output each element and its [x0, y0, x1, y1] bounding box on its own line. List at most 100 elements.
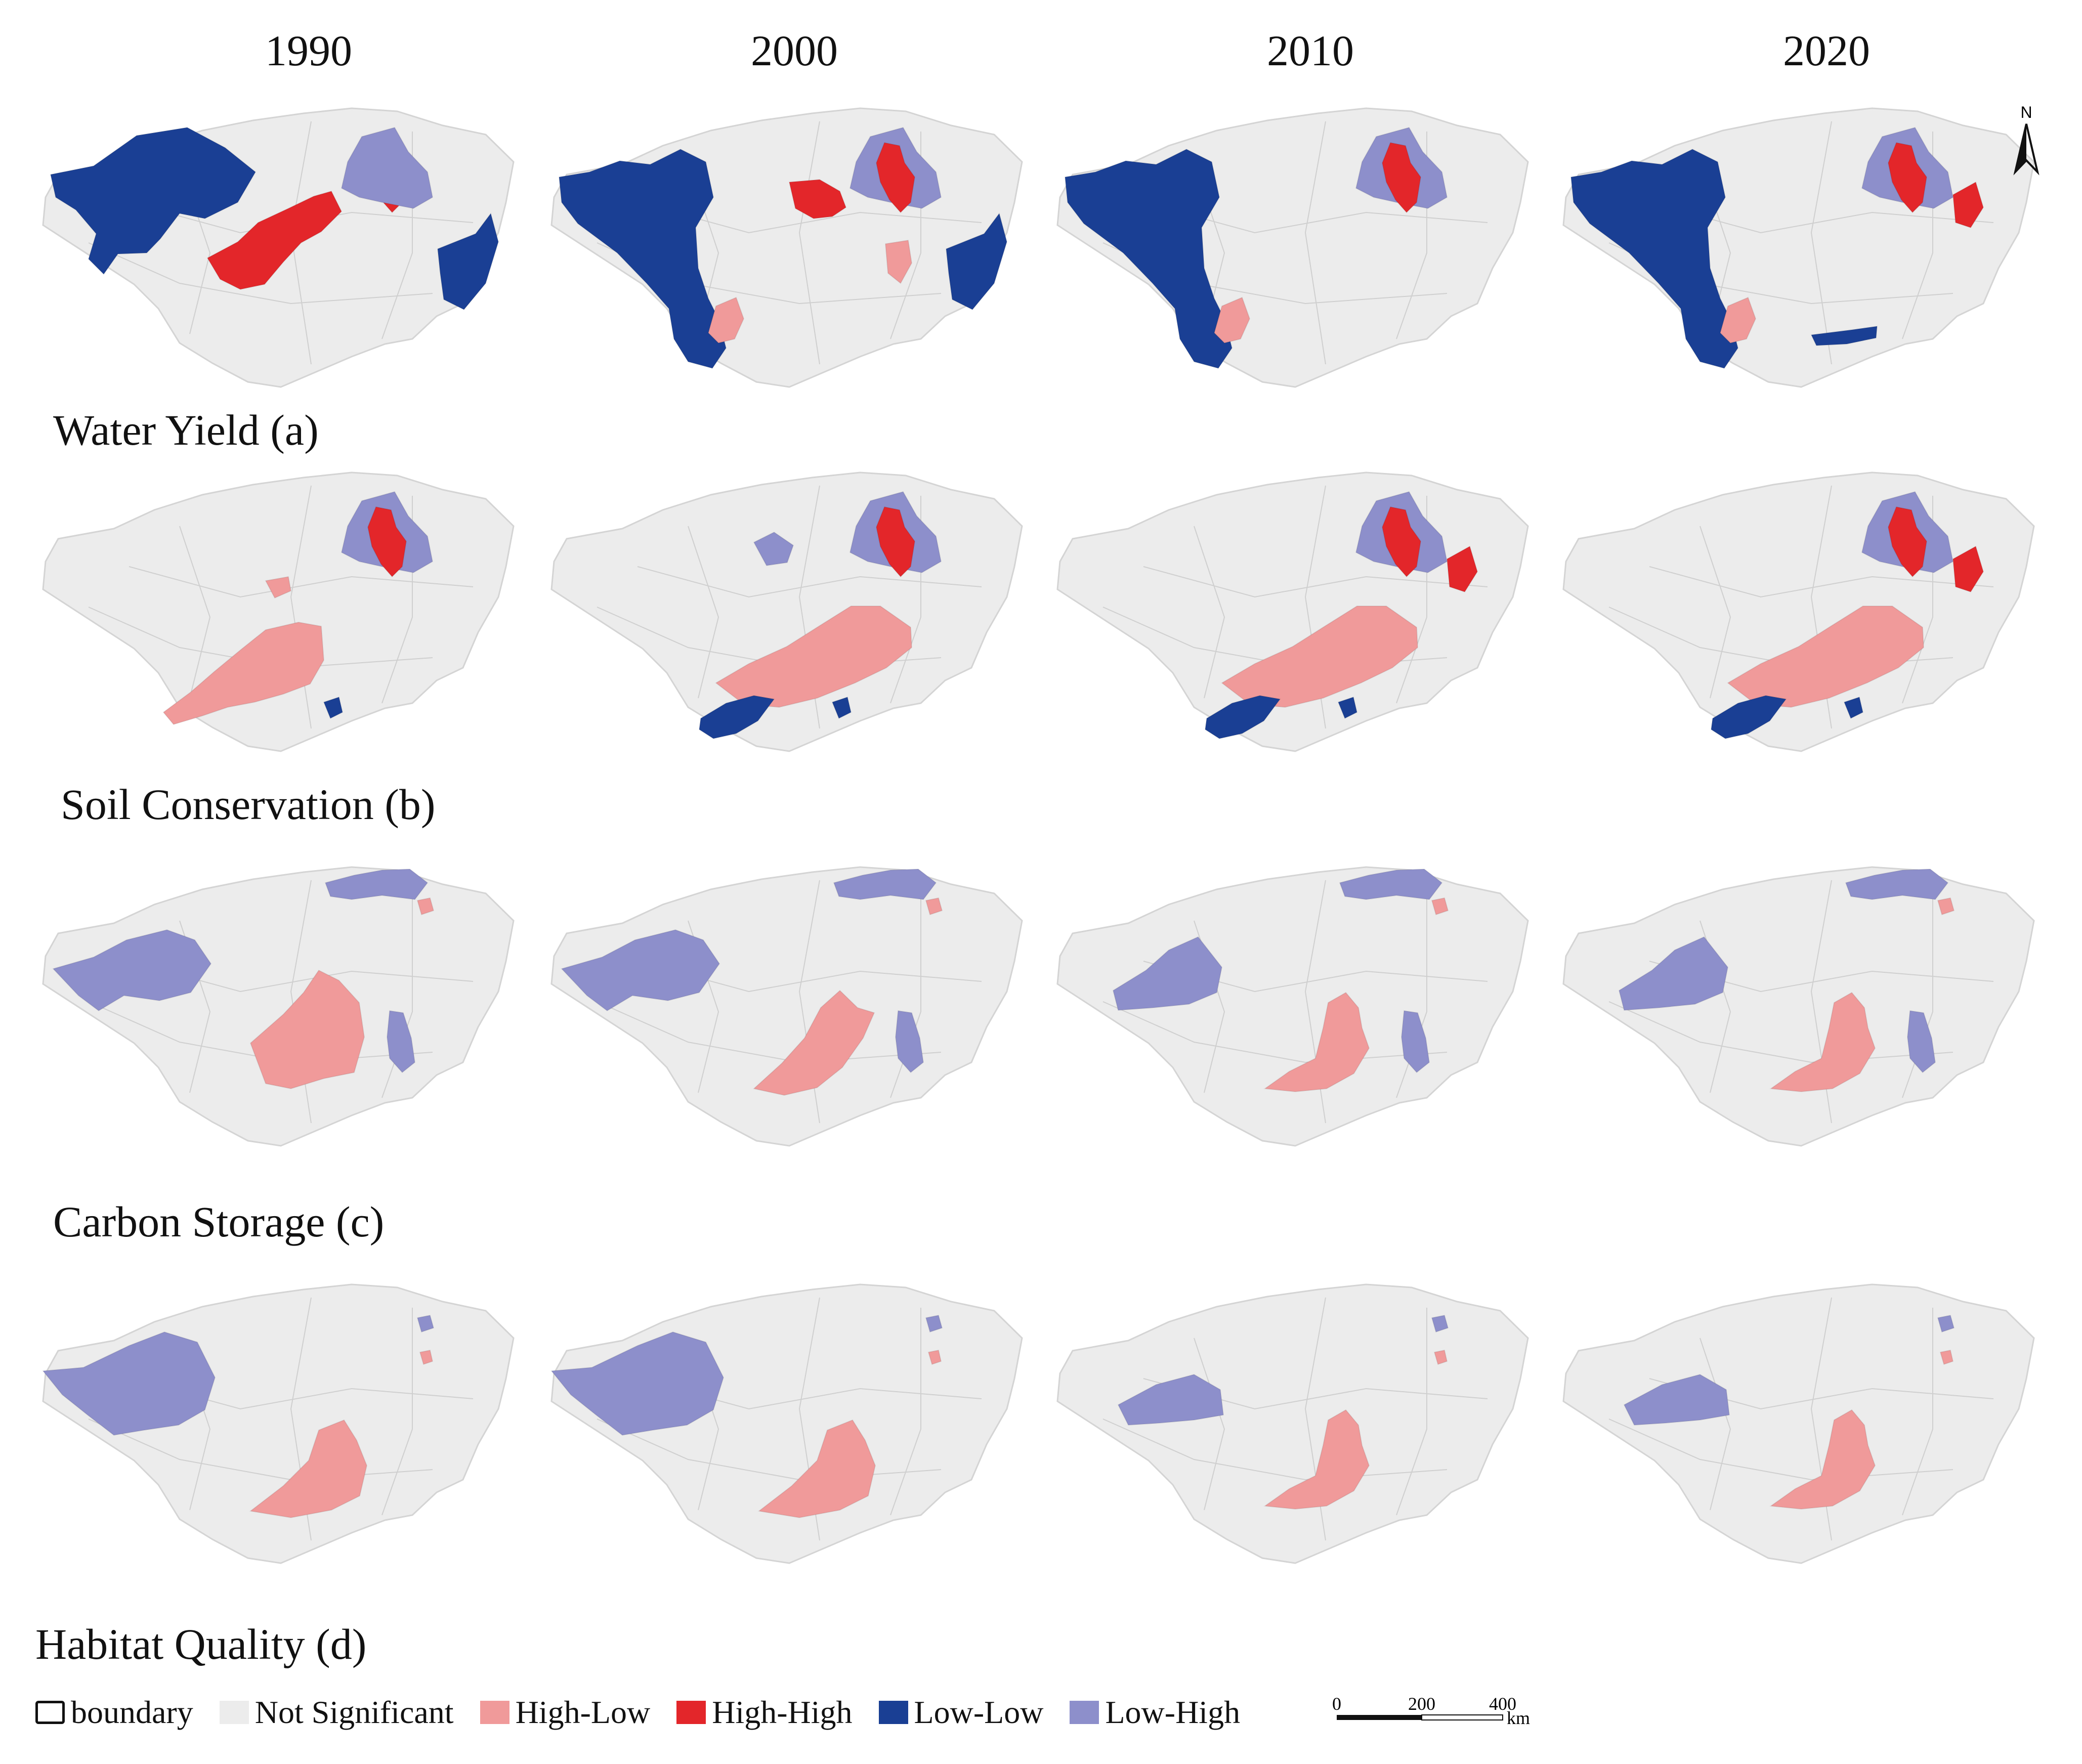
cluster-low-low-region — [50, 126, 257, 275]
cluster-high-low-region — [265, 576, 292, 599]
map-water-yield-2000 — [536, 101, 1042, 405]
map-canvas — [550, 1283, 1023, 1564]
study-area-base — [42, 866, 515, 1147]
county-boundaries — [1102, 1297, 1488, 1541]
map-habitat-quality-1990 — [28, 1277, 534, 1581]
county-boundaries — [1608, 1297, 1994, 1541]
legend-swatch-high-high — [676, 1701, 706, 1724]
cluster-high-low-region — [1263, 1409, 1370, 1510]
cluster-low-high-region — [1339, 868, 1443, 900]
map-habitat-quality-2000 — [536, 1277, 1042, 1581]
cluster-high-low-region — [416, 897, 435, 916]
scale-unit: km — [1507, 1708, 1530, 1728]
cluster-high-low-region — [249, 969, 365, 1090]
legend-label-not-significant: Not Significant — [254, 1694, 454, 1730]
county-boundaries — [1608, 121, 1994, 365]
scale-bar-light-segment — [1421, 1714, 1503, 1720]
cluster-low-high-region — [753, 531, 794, 567]
study-area-base — [1562, 1283, 2035, 1564]
map-canvas — [42, 1283, 515, 1564]
cluster-low-high-region — [52, 929, 212, 1012]
cluster-high-low-region — [715, 606, 913, 708]
study-area-base — [550, 866, 1023, 1147]
cluster-low-high-region — [833, 868, 937, 900]
map-soil-conservation-1990 — [28, 465, 534, 769]
cluster-low-high-region — [895, 1010, 924, 1073]
year-header-2000: 2000 — [751, 26, 838, 75]
cluster-high-low-region — [1937, 897, 1955, 916]
cluster-low-high-region — [1906, 1010, 1936, 1073]
county-boundaries — [597, 485, 982, 729]
cluster-high-high-region — [1952, 181, 1984, 229]
cluster-low-high-region — [324, 868, 429, 900]
cluster-high-low-region — [1221, 606, 1419, 708]
legend-label-low-low: Low-Low — [914, 1694, 1044, 1730]
county-boundaries — [88, 1297, 474, 1541]
cluster-high-low-region — [1431, 897, 1449, 916]
scale-label-400: 400 — [1489, 1694, 1516, 1714]
cluster-high-high-region — [367, 506, 407, 578]
county-boundaries — [597, 121, 982, 365]
map-carbon-storage-1990 — [28, 860, 534, 1164]
cluster-high-low-region — [925, 897, 943, 916]
cluster-low-high-region — [416, 1314, 435, 1333]
cluster-low-high-region — [550, 1331, 725, 1436]
cluster-high-low-region — [757, 1419, 876, 1519]
cluster-high-low-region — [1769, 992, 1876, 1093]
cluster-high-low-region — [419, 1349, 434, 1365]
cluster-high-high-region — [206, 190, 343, 290]
map-canvas — [1562, 471, 2035, 752]
legend-item-not-significant: Not Significant — [219, 1694, 454, 1731]
legend-item-low-high: Low-High — [1070, 1694, 1240, 1731]
map-carbon-storage-2000 — [536, 860, 1042, 1164]
legend-swatch-low-high — [1070, 1701, 1099, 1724]
cluster-high-low-region — [162, 621, 325, 725]
cluster-high-low-region — [1719, 296, 1757, 344]
cluster-high-high-region — [1381, 142, 1422, 213]
cluster-low-high-region — [1845, 868, 1949, 900]
map-water-yield-2020 — [1548, 101, 2054, 405]
map-carbon-storage-2010 — [1042, 860, 1548, 1164]
map-soil-conservation-2000 — [536, 465, 1042, 769]
cluster-low-high-region — [1117, 1373, 1224, 1426]
cluster-low-low-region — [323, 696, 344, 719]
cluster-low-high-region — [341, 126, 434, 209]
legend: boundary Not Significant High-Low High-H… — [35, 1692, 1266, 1733]
row-label-water-yield: Water Yield (a) — [53, 406, 319, 454]
study-area-base — [1562, 866, 2035, 1147]
map-soil-conservation-2010 — [1042, 465, 1548, 769]
year-header-1990: 1990 — [265, 26, 352, 75]
cluster-low-high-region — [925, 1314, 943, 1333]
scale-bar: 0 200 400 km — [1331, 1690, 1543, 1735]
legend-label-high-low: High-Low — [515, 1694, 651, 1730]
county-boundaries — [1102, 880, 1488, 1124]
cluster-high-high-region — [1887, 142, 1928, 213]
cluster-low-high-region — [1623, 1373, 1730, 1426]
map-canvas — [1562, 107, 2035, 388]
legend-swatch-high-low — [480, 1701, 509, 1724]
cluster-low-low-region — [945, 212, 1008, 311]
north-label: N — [2020, 104, 2032, 121]
map-canvas — [1562, 866, 2035, 1147]
cluster-low-high-region — [42, 1331, 216, 1436]
map-soil-conservation-2020 — [1548, 465, 2054, 769]
legend-item-low-low: Low-Low — [878, 1694, 1044, 1731]
map-water-yield-1990 — [28, 101, 534, 405]
county-boundaries — [88, 485, 474, 729]
cluster-low-high-region — [1937, 1314, 1955, 1333]
legend-label-low-high: Low-High — [1105, 1694, 1241, 1730]
map-canvas — [550, 866, 1023, 1147]
county-boundaries — [1608, 485, 1994, 729]
cluster-high-low-region — [1433, 1349, 1448, 1365]
scale-bar-dark-segment — [1337, 1715, 1422, 1720]
cluster-low-low-region — [1204, 695, 1281, 740]
cluster-high-low-region — [752, 989, 875, 1096]
study-area-base — [550, 471, 1023, 752]
cluster-low-high-region — [1431, 1314, 1449, 1333]
map-canvas — [1056, 107, 1529, 388]
county-boundaries — [1608, 880, 1994, 1124]
county-boundaries — [597, 880, 982, 1124]
legend-label-high-high: High-High — [712, 1694, 853, 1730]
north-arrow: N — [2006, 103, 2047, 180]
county-boundaries — [1102, 121, 1488, 365]
